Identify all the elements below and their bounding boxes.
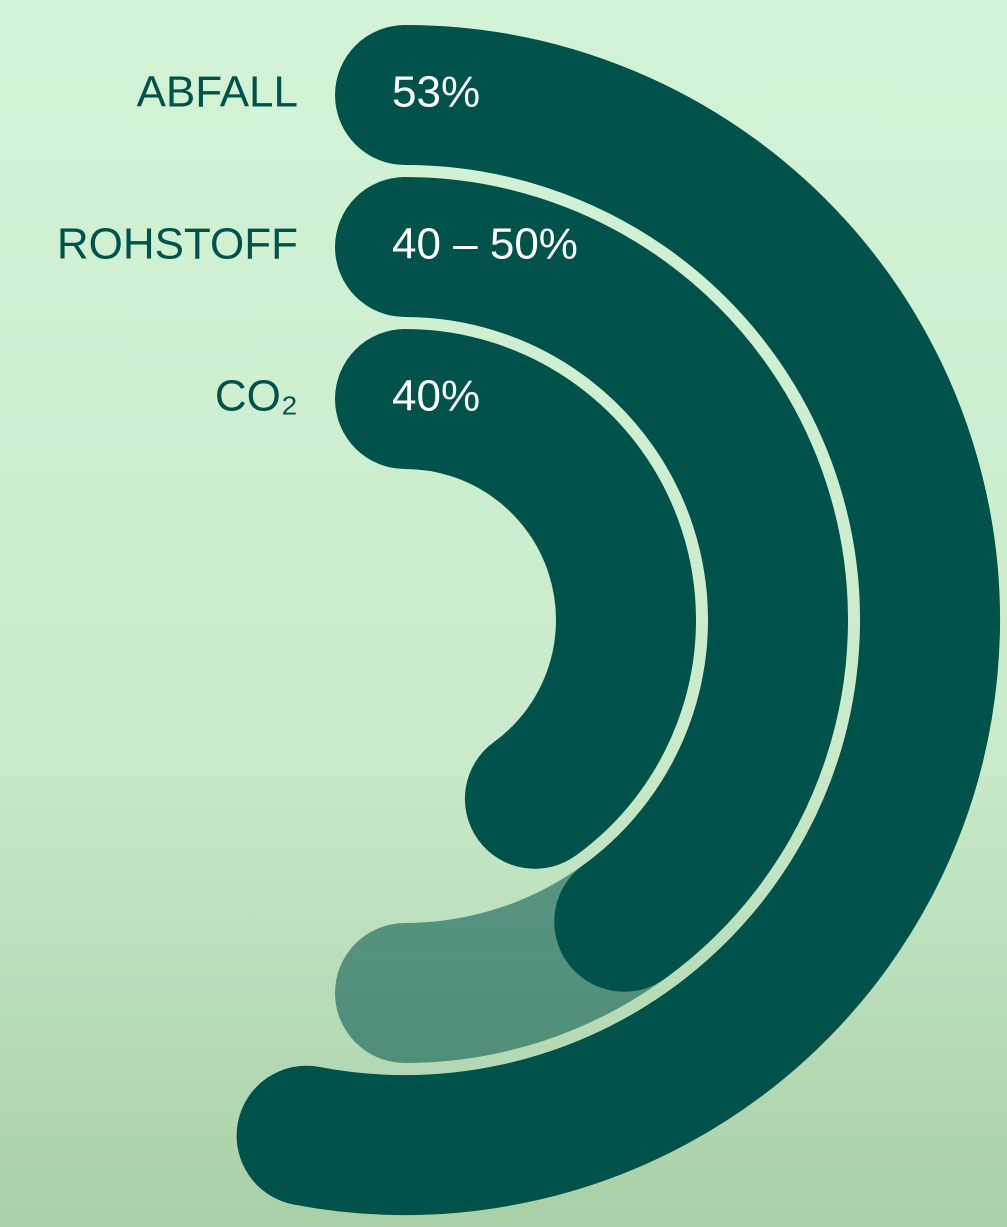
arc-bar bbox=[335, 329, 696, 869]
arc-bar bbox=[335, 177, 848, 992]
arc-bar bbox=[236, 25, 1000, 1215]
value-label: 40% bbox=[392, 372, 480, 421]
value-label: 40 – 50% bbox=[392, 220, 578, 269]
category-label: CO₂ bbox=[215, 372, 298, 421]
value-label: 53% bbox=[392, 68, 480, 117]
category-label: ABFALL bbox=[137, 68, 298, 117]
category-label: ROHSTOFF bbox=[57, 220, 298, 269]
